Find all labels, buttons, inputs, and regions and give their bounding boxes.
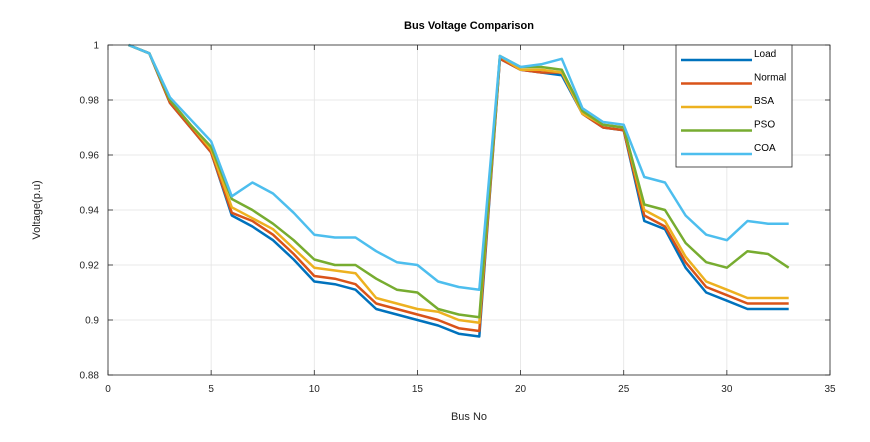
x-tick-label: 30 xyxy=(721,384,733,395)
y-axis-label: Voltage(p.u) xyxy=(31,180,43,239)
legend-label-bsa: BSA xyxy=(754,96,774,107)
x-tick-label: 15 xyxy=(412,384,424,395)
x-tick-label: 0 xyxy=(105,384,111,395)
x-tick-label: 35 xyxy=(824,384,836,395)
y-tick-label: 0.96 xyxy=(80,151,100,162)
x-tick-label: 25 xyxy=(618,384,630,395)
axis-ticks: 0 5 10 15 20 25 30 35 0.88 0.9 0.92 0.94 0.96 0.98 1 xyxy=(80,41,836,396)
legend-label-normal: Normal xyxy=(754,73,786,84)
series-line-load xyxy=(128,43,789,338)
y-tick-label: 0.98 xyxy=(80,96,100,107)
y-tick-label: 0.92 xyxy=(80,261,100,272)
x-tick-label: 10 xyxy=(309,384,321,395)
y-tick-label: 0.88 xyxy=(80,371,100,382)
legend: Load Normal BSA PSO COA xyxy=(675,44,793,168)
series-line-normal xyxy=(128,43,789,333)
series-line-coa xyxy=(128,43,789,291)
series-lines xyxy=(128,43,790,338)
legend-label-pso: PSO xyxy=(754,120,775,131)
legend-label-coa: COA xyxy=(754,143,776,154)
y-tick-label: 0.94 xyxy=(80,206,100,217)
y-tick-label: 0.9 xyxy=(85,316,99,327)
series-line-pso xyxy=(128,43,790,319)
legend-label-load: Load xyxy=(754,49,776,60)
y-tick-label: 1 xyxy=(93,41,99,52)
series-line-bsa xyxy=(128,43,789,324)
x-tick-label: 5 xyxy=(208,384,214,395)
x-tick-label: 20 xyxy=(515,384,527,395)
x-axis-label: Bus No xyxy=(451,411,487,423)
chart-title: Bus Voltage Comparison xyxy=(404,20,534,32)
